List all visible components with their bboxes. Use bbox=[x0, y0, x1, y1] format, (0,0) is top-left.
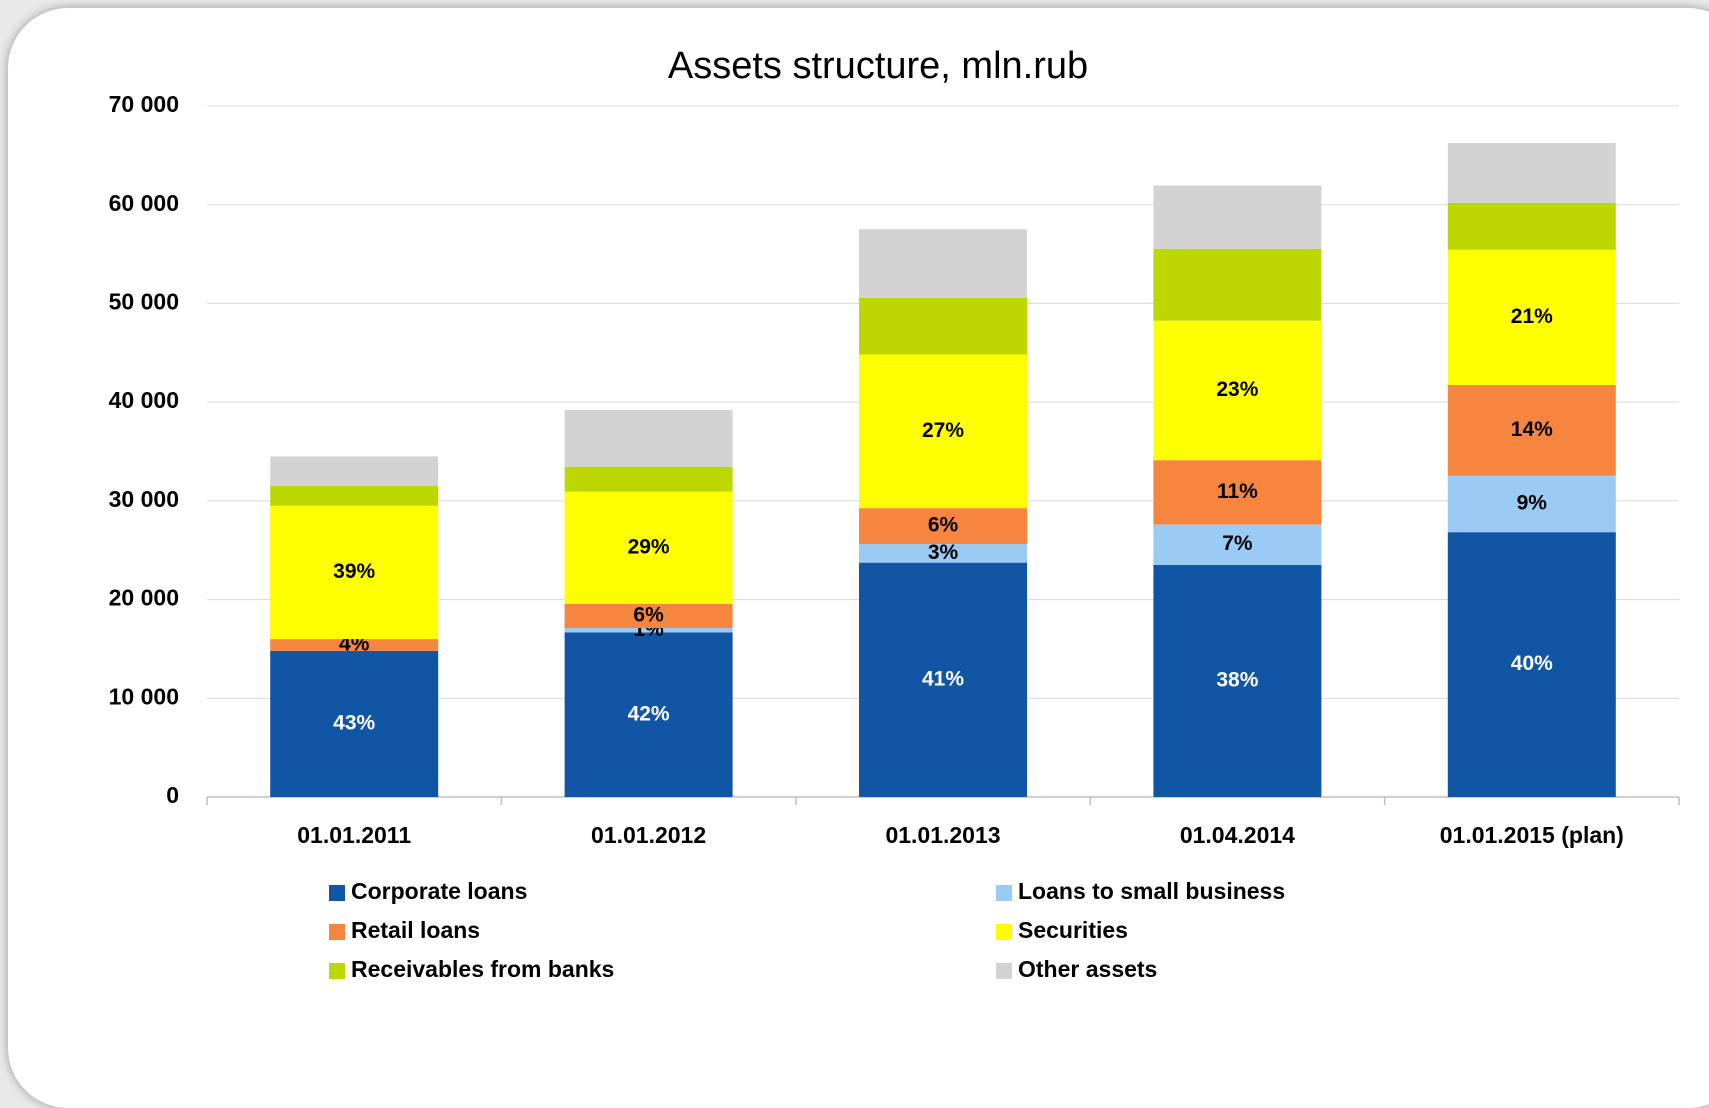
bar-segment bbox=[1153, 185, 1322, 249]
bar-segment bbox=[859, 354, 1027, 509]
chart-title: Assets structure, mln.rub bbox=[668, 45, 1088, 87]
data-label: 38% bbox=[1216, 668, 1258, 691]
legend-label: Receivables from banks bbox=[351, 956, 614, 982]
bar-segment bbox=[270, 639, 439, 651]
y-tick-label: 40 000 bbox=[109, 387, 179, 413]
bar-segment bbox=[859, 229, 1027, 298]
bar-segment bbox=[564, 604, 733, 629]
data-label: 27% bbox=[922, 419, 964, 442]
y-tick-label: 10 000 bbox=[109, 683, 179, 709]
chart: Assets structure, mln.rub 0 10 000 20 000 3… bbox=[109, 45, 1680, 982]
x-tick-label: 01.01.2015 (plan) bbox=[1440, 822, 1624, 848]
page: Assets structure, mln.rub 0 10 000 20 000 3… bbox=[8, 8, 1709, 1108]
y-tick-label: 20 000 bbox=[109, 585, 179, 611]
legend-label: Corporate loans bbox=[351, 878, 527, 904]
data-label: 11% bbox=[1217, 480, 1258, 503]
bar-segment bbox=[564, 632, 733, 797]
data-label: 42% bbox=[628, 702, 670, 725]
legend-label: Other assets bbox=[1018, 956, 1157, 982]
data-label: 3% bbox=[928, 541, 959, 564]
legend-swatch bbox=[329, 963, 345, 979]
data-label: 14% bbox=[1511, 418, 1553, 441]
bar-segment bbox=[1153, 564, 1322, 797]
x-tick-label: 01.01.2012 bbox=[591, 822, 706, 848]
data-label: 40% bbox=[1511, 652, 1553, 675]
bar-segment bbox=[1447, 203, 1616, 250]
x-tick-label: 01.04.2014 bbox=[1180, 822, 1295, 848]
legend-label: Retail loans bbox=[351, 917, 480, 943]
data-label: 39% bbox=[333, 560, 375, 583]
bar-segment bbox=[270, 456, 439, 487]
bar-segment bbox=[859, 562, 1027, 797]
bar-segment bbox=[270, 486, 439, 506]
bar-segment bbox=[859, 544, 1027, 563]
legend-swatch bbox=[329, 924, 345, 940]
y-tick-label: 0 bbox=[166, 782, 179, 808]
data-label: 7% bbox=[1222, 532, 1253, 555]
legend-label: Loans to small business bbox=[1018, 878, 1285, 904]
bar-segment bbox=[564, 409, 733, 467]
bar-segment bbox=[859, 508, 1027, 545]
bar-segment bbox=[1153, 320, 1322, 461]
y-tick-label: 60 000 bbox=[109, 190, 179, 216]
data-label: 23% bbox=[1216, 378, 1258, 401]
legend-swatch bbox=[996, 924, 1012, 940]
y-tick-label: 70 000 bbox=[109, 91, 179, 117]
data-label: 6% bbox=[928, 514, 959, 537]
data-label: 9% bbox=[1517, 491, 1548, 514]
legend-swatch bbox=[996, 963, 1012, 979]
bar-segment bbox=[1153, 248, 1322, 321]
bar-segment bbox=[270, 505, 439, 640]
bar-segment bbox=[1447, 249, 1616, 385]
legend-label: Securities bbox=[1018, 917, 1128, 943]
data-label: 21% bbox=[1511, 305, 1553, 328]
bar-segment bbox=[564, 491, 733, 605]
legend-swatch bbox=[996, 885, 1012, 901]
bar-segment bbox=[1153, 460, 1322, 525]
data-label: 6% bbox=[633, 604, 664, 627]
bar-segment bbox=[1447, 532, 1616, 797]
bar-segment bbox=[1153, 524, 1322, 565]
data-label: 43% bbox=[333, 711, 375, 734]
y-tick-label: 30 000 bbox=[109, 486, 179, 512]
data-label: 29% bbox=[628, 535, 670, 558]
x-tick-label: 01.01.2011 bbox=[297, 822, 411, 848]
bar-segment bbox=[1447, 143, 1616, 204]
bar-segment bbox=[564, 628, 733, 633]
y-tick-label: 50 000 bbox=[109, 289, 179, 315]
data-label: 41% bbox=[922, 667, 964, 690]
bar-segment bbox=[270, 650, 439, 797]
bar-segment bbox=[859, 297, 1027, 355]
legend-swatch bbox=[329, 885, 345, 901]
x-tick-label: 01.01.2013 bbox=[885, 822, 1000, 848]
bar-segment bbox=[1447, 384, 1616, 476]
bar-segment bbox=[564, 466, 733, 492]
bar-segment bbox=[1447, 475, 1616, 533]
